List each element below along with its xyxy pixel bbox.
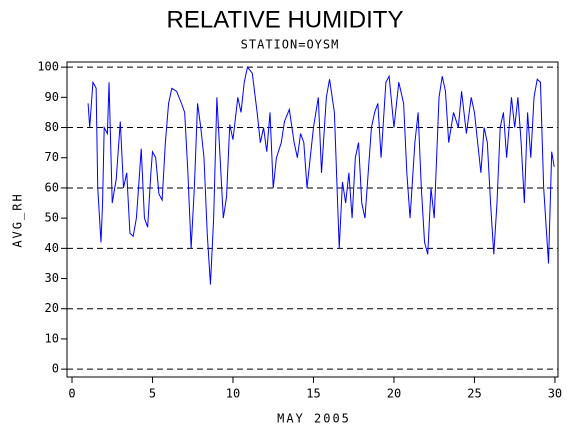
y-tick-label: 70 xyxy=(45,150,59,164)
y-tick-label: 90 xyxy=(45,90,59,104)
y-tick-label: 50 xyxy=(45,211,59,225)
x-tick-label: 20 xyxy=(387,387,401,401)
chart-subtitle: STATION=OYSM xyxy=(241,38,340,52)
data-line xyxy=(87,65,555,285)
x-tick-label: 15 xyxy=(306,387,320,401)
y-tick-label: 80 xyxy=(45,120,59,134)
y-tick-label: 10 xyxy=(45,331,59,345)
plot-frame xyxy=(66,61,559,378)
y-tick-label: 40 xyxy=(45,241,59,255)
x-tick-label: 10 xyxy=(226,387,240,401)
y-tick-label: 60 xyxy=(45,180,59,194)
x-axis-label: MAY 2005 xyxy=(277,412,351,426)
chart-title: RELATIVE HUMIDITY xyxy=(167,6,404,33)
y-axis-label: AVG_RH xyxy=(11,192,25,247)
y-tick-label: 20 xyxy=(45,301,59,315)
x-tick-label: 30 xyxy=(548,387,562,401)
y-tick-label: 30 xyxy=(45,271,59,285)
x-tick-label: 25 xyxy=(467,387,481,401)
y-tick-label: 100 xyxy=(37,60,59,74)
x-tick-label: 0 xyxy=(68,387,75,401)
y-tick-label: 0 xyxy=(52,362,59,376)
x-tick-label: 5 xyxy=(149,387,156,401)
